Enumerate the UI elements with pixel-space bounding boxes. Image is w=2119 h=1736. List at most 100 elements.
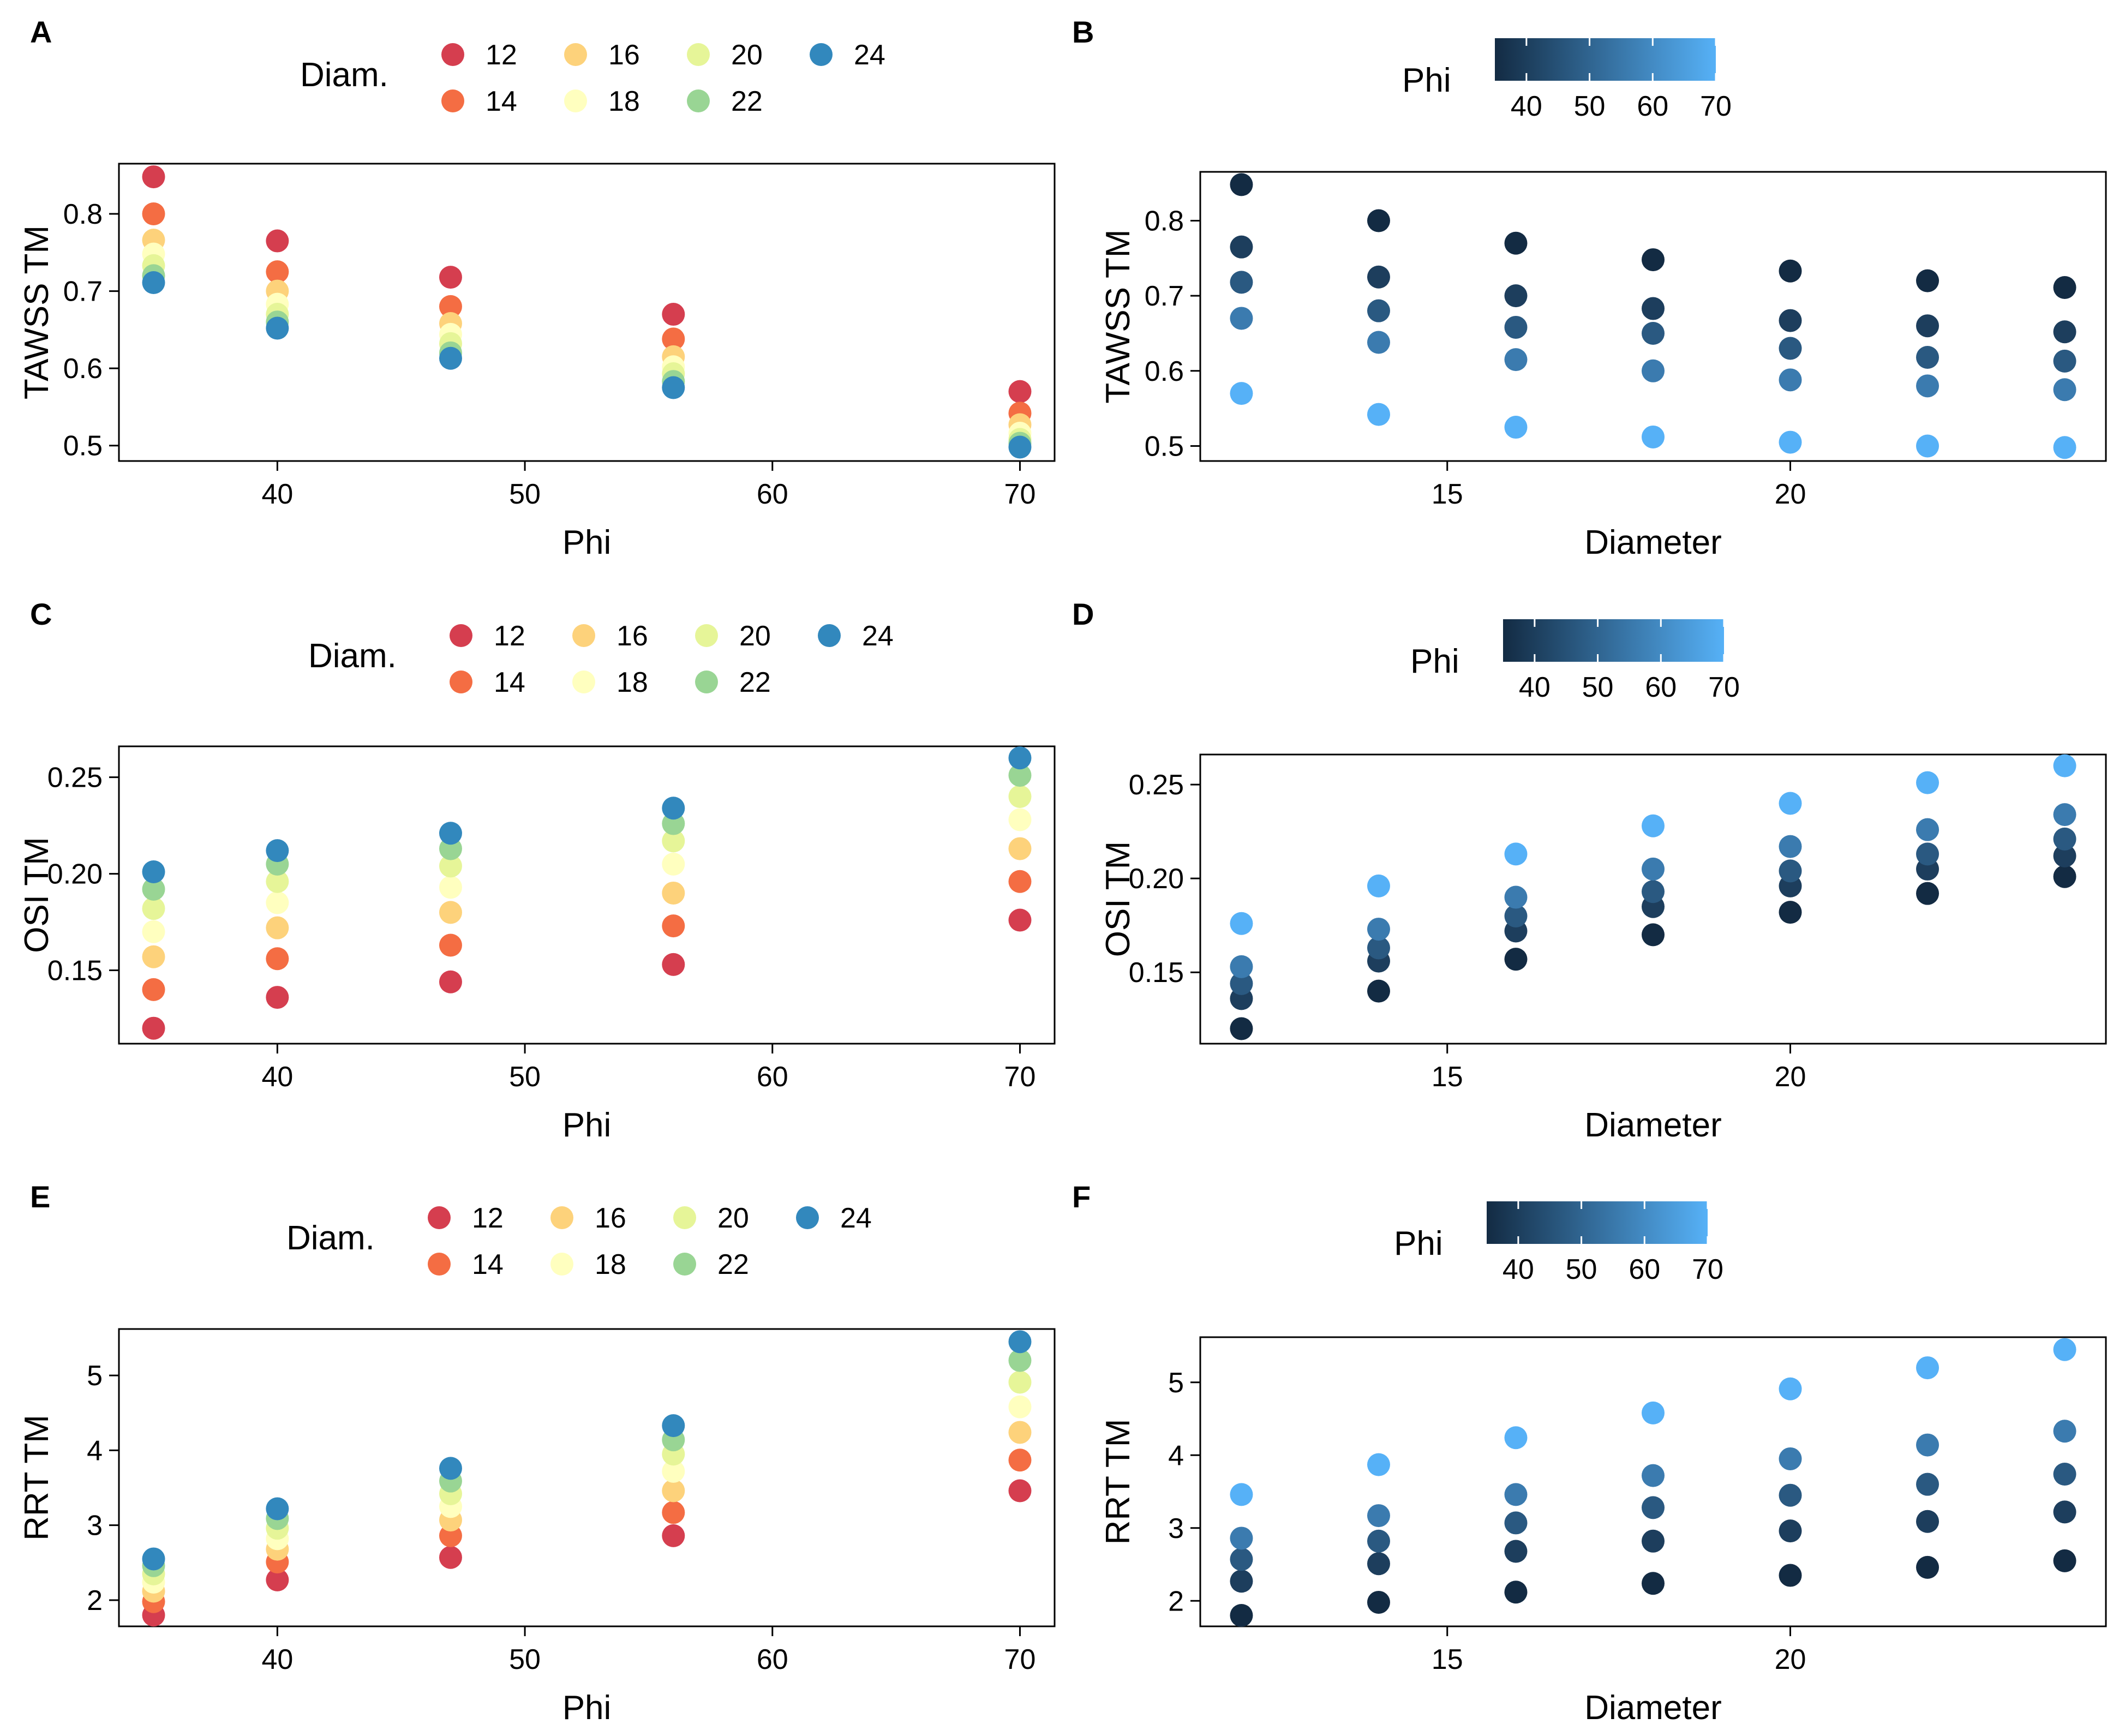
data-point — [1230, 1603, 1253, 1627]
colorbar-tick-label: 70 — [1692, 1254, 1723, 1285]
y-tick-label: 0.20 — [1129, 863, 1184, 895]
data-point — [1779, 259, 1802, 283]
data-point — [1642, 297, 1665, 320]
data-point — [1504, 416, 1528, 439]
data-point — [142, 271, 165, 294]
data-point — [142, 1016, 165, 1040]
x-tick-label: 50 — [509, 1061, 541, 1093]
data-point — [142, 978, 165, 1001]
legend-entry: 16 — [616, 620, 648, 652]
data-points — [142, 1330, 1032, 1627]
data-point — [1230, 173, 1253, 196]
data-point — [266, 316, 289, 340]
x-tick-label: 60 — [757, 478, 788, 510]
legend-entry: 14 — [494, 667, 525, 698]
data-point — [1642, 359, 1665, 382]
legend-swatch — [572, 624, 595, 647]
legend-title: Diam. — [286, 1219, 375, 1257]
diam-legend: Diam. 12 14 16 18 20 22 24 — [308, 620, 894, 698]
plot-frame — [1199, 171, 2107, 462]
data-point — [1367, 265, 1390, 289]
y-axis-label: RRT TM — [18, 1415, 56, 1541]
plot-frame — [118, 163, 1056, 462]
data-point — [1008, 837, 1032, 860]
x-axis-label: Diameter — [1584, 524, 1722, 561]
data-point — [1504, 948, 1528, 971]
data-point — [439, 346, 462, 370]
colorbar-tick-label: 60 — [1629, 1254, 1660, 1285]
data-point — [1916, 1510, 1940, 1533]
legend-entry: 18 — [608, 86, 640, 117]
diam-legend: Diam. 12 14 16 18 20 22 24 — [286, 1202, 872, 1280]
colorbar-gradient — [1487, 1201, 1708, 1244]
y-axis-label: OSI TM — [18, 837, 56, 953]
data-point — [266, 947, 289, 971]
legend-swatch — [572, 671, 595, 693]
data-point — [662, 852, 685, 876]
legend-title: Diam. — [308, 637, 397, 675]
legend-entry: 20 — [739, 620, 771, 652]
data-point — [1916, 1555, 1940, 1579]
legend-swatch — [550, 1206, 573, 1229]
data-point — [1779, 430, 1802, 454]
colorbar-tick-label: 50 — [1566, 1254, 1597, 1285]
panel-F: F 15 20 2 3 4 5 Diameter RRT TM Phi 40 50 60 70 — [1072, 1180, 2107, 1727]
data-point — [1504, 904, 1528, 927]
panel-label: E — [30, 1180, 50, 1214]
y-tick-label: 5 — [1168, 1367, 1184, 1399]
data-point — [1367, 331, 1390, 354]
x-axis-label: Diameter — [1584, 1689, 1722, 1727]
data-point — [1504, 1581, 1528, 1604]
data-point — [266, 839, 289, 863]
data-point — [142, 897, 165, 920]
data-point — [1642, 321, 1665, 345]
data-point — [1504, 1426, 1528, 1450]
data-point — [2053, 1338, 2076, 1361]
data-point — [662, 1459, 685, 1483]
legend-entry: 18 — [616, 667, 648, 698]
data-point — [1504, 842, 1528, 866]
data-point — [142, 202, 165, 226]
data-point — [1916, 1433, 1940, 1457]
y-tick-label: 2 — [87, 1585, 103, 1617]
data-point — [1008, 785, 1032, 809]
data-point — [662, 797, 685, 820]
data-point — [439, 970, 462, 993]
data-point — [142, 1547, 165, 1571]
x-tick-label: 20 — [1775, 478, 1806, 510]
data-point — [2053, 1549, 2076, 1572]
y-tick-label: 0.7 — [1145, 280, 1184, 312]
data-point — [662, 327, 685, 351]
data-point — [1504, 1511, 1528, 1535]
y-tick-label: 3 — [87, 1510, 103, 1542]
panel-label: C — [30, 597, 52, 631]
legend-entry: 22 — [739, 667, 771, 698]
legend-swatch — [673, 1206, 696, 1229]
data-point — [1642, 857, 1665, 881]
data-point — [1779, 1564, 1802, 1587]
data-point — [2053, 1500, 2076, 1524]
data-point — [266, 891, 289, 914]
data-point — [1230, 235, 1253, 259]
data-point — [2053, 276, 2076, 299]
data-point — [266, 870, 289, 893]
data-point — [1008, 764, 1032, 787]
data-point — [662, 1479, 685, 1502]
y-tick-label: 2 — [1168, 1585, 1184, 1617]
y-tick-label: 0.5 — [63, 430, 103, 462]
x-tick-label: 70 — [1004, 1644, 1036, 1675]
data-point — [662, 1501, 685, 1524]
panel-D: D 15 20 0.15 0.20 0.25 Diameter OSI TM Phi 40 50 60… — [1072, 597, 2107, 1144]
x-tick-label: 20 — [1775, 1644, 1806, 1675]
legend-swatch — [450, 671, 472, 693]
data-point — [1779, 792, 1802, 815]
data-point — [1916, 1472, 1940, 1496]
data-point — [1642, 880, 1665, 903]
legend-entry: 20 — [731, 39, 763, 71]
data-point — [1504, 885, 1528, 909]
data-point — [1008, 1421, 1032, 1444]
data-point — [439, 1524, 462, 1547]
data-point — [1916, 818, 1940, 841]
data-point — [1642, 425, 1665, 448]
legend-entry: 24 — [840, 1202, 872, 1234]
